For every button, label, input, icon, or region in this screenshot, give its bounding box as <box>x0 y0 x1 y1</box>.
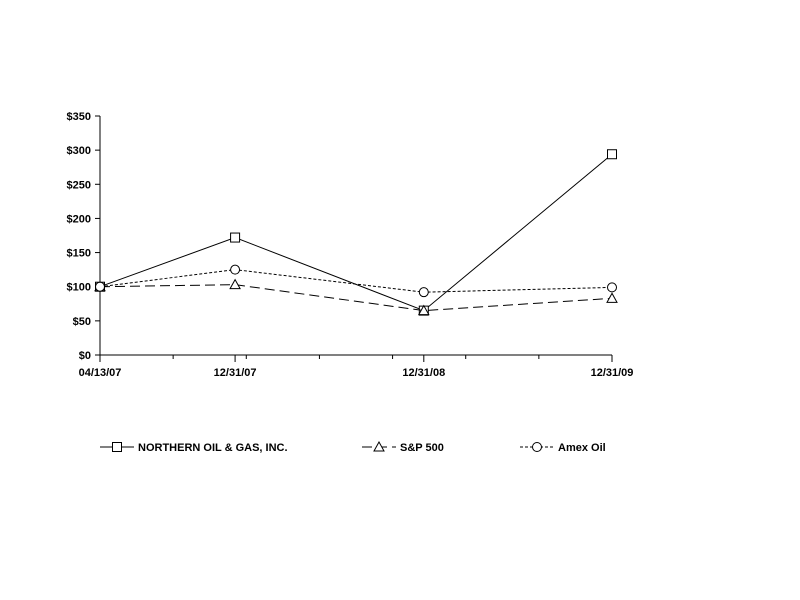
amex-oil-point <box>230 264 241 275</box>
y-tick-label: $0 <box>79 350 91 362</box>
amex-oil-line <box>99 269 613 293</box>
northern-oil-point <box>607 149 617 160</box>
northern-oil-line <box>99 153 613 312</box>
chart-axes: $0 $50 $100 $150 $200 $250 $300 $350 04/13/07 12/… <box>67 111 634 379</box>
northern-oil-point <box>230 232 241 243</box>
sp500-point <box>229 278 241 290</box>
sp500-point <box>417 304 430 316</box>
sp500-line <box>99 284 613 312</box>
legend-marker-square <box>112 442 122 452</box>
sp500-point <box>606 292 618 303</box>
y-tick-label: $100 <box>67 282 91 294</box>
legend-label: Amex Oil <box>558 442 606 454</box>
y-tick-label: $300 <box>67 145 91 157</box>
legend-marker-triangle <box>373 440 385 452</box>
y-tick-label: $250 <box>67 179 91 191</box>
amex-oil-point <box>418 287 429 298</box>
legend-label: NORTHERN OIL & GAS, INC. <box>138 442 288 454</box>
y-tick-label: $150 <box>67 248 91 260</box>
legend-label: S&P 500 <box>400 442 444 454</box>
y-tick-label: $200 <box>67 213 91 225</box>
chart-series <box>94 149 618 316</box>
y-tick-label: $350 <box>67 111 91 123</box>
chart-legend: NORTHERN OIL & GAS, INC. S&P 500 Amex Oil <box>100 440 606 454</box>
y-tick-label: $50 <box>73 316 91 328</box>
amex-oil-point <box>607 282 617 293</box>
x-tick-label: 12/31/08 <box>402 367 445 379</box>
legend-marker-circle <box>532 442 542 452</box>
legend-item-amex-oil: Amex Oil <box>520 442 606 454</box>
legend-item-sp500: S&P 500 <box>362 440 444 454</box>
x-tick-label: 12/31/07 <box>214 367 257 379</box>
amex-oil-point <box>95 281 105 292</box>
x-tick-label: 04/13/07 <box>79 367 122 379</box>
x-tick-label: 12/31/09 <box>591 367 634 379</box>
legend-item-northern-oil: NORTHERN OIL & GAS, INC. <box>100 442 288 454</box>
